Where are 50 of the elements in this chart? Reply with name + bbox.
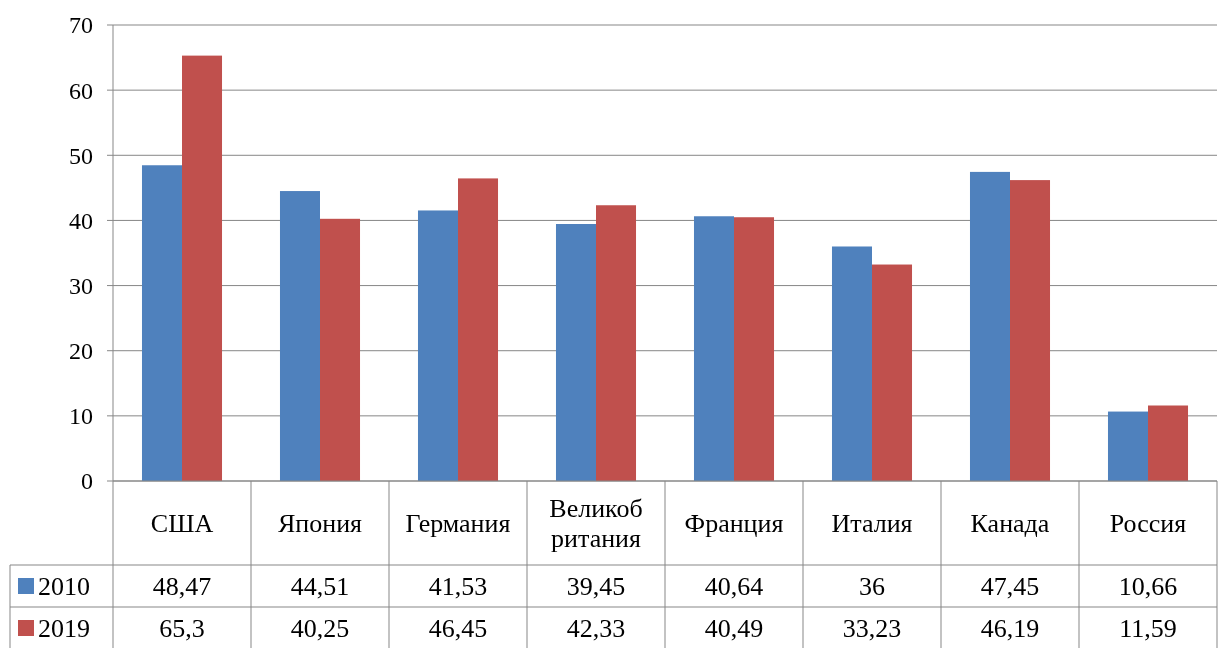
bar [1010, 180, 1051, 481]
data-label: 65,3 [159, 614, 205, 644]
y-tick-label: 10 [69, 403, 93, 430]
data-label: 39,45 [566, 572, 626, 602]
data-label: 41,53 [428, 572, 488, 602]
data-label: 40,25 [290, 614, 350, 644]
bar [1107, 411, 1148, 481]
data-label: 33,23 [842, 614, 902, 644]
y-tick-label: 70 [69, 12, 93, 39]
x-tick-label: Россия [1109, 509, 1187, 539]
bar [141, 165, 182, 481]
bar [693, 216, 734, 481]
data-label: 44,51 [290, 572, 350, 602]
bar [596, 205, 637, 481]
y-tick-label: 30 [69, 272, 93, 299]
data-label: 11,59 [1119, 614, 1177, 644]
data-label: 48,47 [152, 572, 212, 602]
data-label: 42,33 [566, 614, 626, 644]
bar [182, 55, 223, 481]
x-tick-label: Франция [684, 509, 784, 539]
x-tick-label: Италия [831, 509, 913, 539]
x-tick-label: Великоб ритания [549, 494, 643, 554]
y-tick-label: 0 [81, 468, 93, 495]
x-tick-label: Канада [970, 509, 1050, 539]
y-tick-label: 20 [69, 338, 93, 365]
bar [872, 264, 913, 481]
x-tick-label: США [150, 509, 214, 539]
bar [417, 210, 458, 481]
y-tick-label: 40 [69, 207, 93, 234]
legend-label: 2019 [38, 614, 90, 644]
legend-label: 2010 [38, 572, 90, 602]
data-label: 40,64 [704, 572, 764, 602]
bar [831, 246, 872, 481]
data-label: 40,49 [704, 614, 764, 644]
data-label: 47,45 [980, 572, 1040, 602]
data-label: 10,66 [1118, 572, 1178, 602]
data-label: 46,45 [428, 614, 488, 644]
x-tick-label: Германия [405, 509, 511, 539]
data-label: 36 [859, 572, 885, 602]
bar [969, 171, 1010, 481]
x-tick-label: Япония [277, 509, 363, 539]
bar [734, 217, 775, 481]
y-tick-label: 60 [69, 77, 93, 104]
y-tick-label: 50 [69, 142, 93, 169]
bar [555, 224, 596, 481]
bar [1148, 405, 1189, 481]
data-label: 46,19 [980, 614, 1040, 644]
bar [279, 191, 320, 481]
bar [458, 178, 499, 481]
bar [320, 218, 361, 481]
